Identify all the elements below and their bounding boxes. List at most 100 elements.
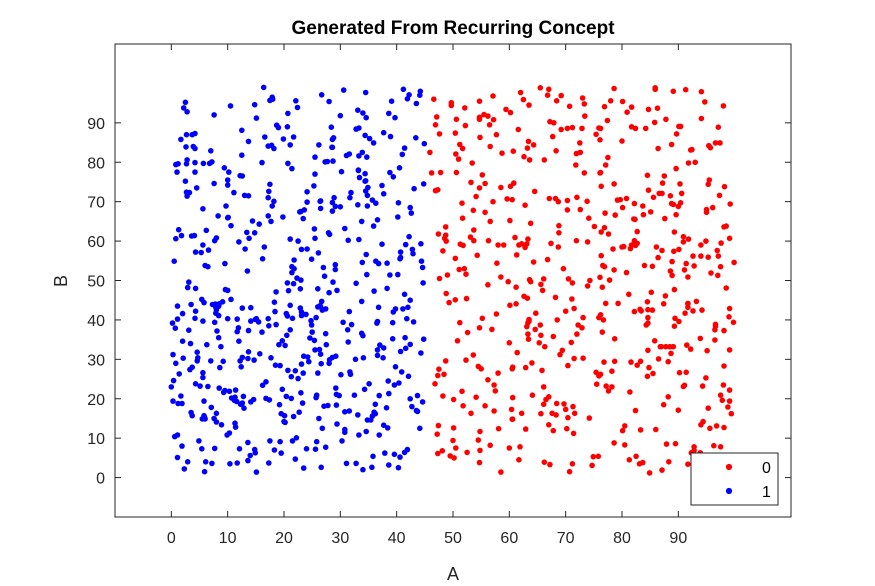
data-point-series-0-442 bbox=[611, 85, 617, 92]
data-point-series-0-321 bbox=[599, 284, 606, 291]
data-point-series-0-220 bbox=[455, 156, 462, 162]
data-point-series-1-0 bbox=[285, 110, 291, 117]
data-point-series-1-318 bbox=[192, 130, 198, 137]
data-point-series-0-222 bbox=[645, 106, 652, 113]
data-point-series-0-176 bbox=[690, 253, 696, 259]
data-point-series-1-89 bbox=[271, 145, 277, 152]
data-point-series-0-253 bbox=[663, 343, 669, 350]
data-point-series-0-372 bbox=[453, 169, 460, 176]
data-point-series-1-439 bbox=[289, 165, 295, 172]
data-point-series-0-100 bbox=[513, 284, 519, 291]
data-point-series-1-280 bbox=[347, 369, 353, 375]
data-point-series-1-228 bbox=[224, 215, 231, 221]
data-point-series-1-448 bbox=[231, 397, 238, 404]
data-point-series-0-19 bbox=[487, 442, 494, 449]
data-point-series-1-507 bbox=[413, 135, 419, 141]
data-point-series-0-282 bbox=[655, 145, 661, 152]
data-point-series-0-134 bbox=[680, 233, 687, 240]
data-point-series-0-456 bbox=[507, 302, 513, 309]
data-point-series-1-67 bbox=[307, 335, 313, 341]
data-point-series-1-305 bbox=[376, 432, 383, 438]
data-point-series-0-441 bbox=[728, 410, 735, 417]
data-point-series-1-47 bbox=[303, 311, 309, 318]
y-tick-label-20: 20 bbox=[87, 392, 105, 409]
data-point-series-0-389 bbox=[631, 216, 637, 222]
data-point-series-1-133 bbox=[228, 296, 234, 303]
data-point-series-0-25 bbox=[720, 103, 727, 109]
data-point-series-1-543 bbox=[363, 251, 370, 258]
data-point-series-0-9 bbox=[510, 148, 517, 154]
data-point-series-1-396 bbox=[181, 466, 188, 472]
data-point-series-1-406 bbox=[282, 342, 288, 349]
data-point-series-1-111 bbox=[356, 236, 362, 243]
y-tick-label-90: 90 bbox=[87, 116, 105, 133]
data-point-series-1-284 bbox=[204, 341, 210, 348]
data-point-series-1-446 bbox=[420, 181, 427, 187]
data-point-series-1-458 bbox=[170, 398, 176, 404]
data-point-series-1-514 bbox=[364, 417, 371, 423]
data-point-series-0-290 bbox=[540, 384, 547, 390]
data-point-series-1-363 bbox=[369, 197, 376, 203]
data-point-series-0-381 bbox=[464, 329, 471, 336]
data-point-series-1-457 bbox=[317, 351, 324, 358]
data-point-series-0-216 bbox=[624, 109, 630, 115]
data-point-series-0-120 bbox=[581, 101, 588, 107]
data-point-series-1-260 bbox=[199, 446, 205, 452]
data-point-series-0-367 bbox=[598, 229, 604, 235]
data-point-series-1-425 bbox=[234, 316, 240, 322]
data-point-series-1-160 bbox=[391, 382, 398, 388]
data-point-series-0-388 bbox=[477, 428, 483, 435]
data-point-series-1-196 bbox=[385, 378, 392, 384]
data-point-series-1-127 bbox=[173, 360, 179, 367]
data-point-series-1-537 bbox=[285, 160, 291, 167]
data-point-series-0-449 bbox=[500, 242, 507, 248]
data-point-series-0-512 bbox=[601, 359, 607, 365]
data-point-series-0-400 bbox=[509, 366, 515, 372]
data-point-series-1-547 bbox=[178, 232, 185, 239]
data-point-series-1-188 bbox=[265, 213, 272, 219]
data-point-series-0-519 bbox=[463, 295, 470, 302]
data-point-series-1-545 bbox=[187, 366, 193, 373]
data-point-series-0-109 bbox=[645, 347, 651, 354]
data-point-series-0-212 bbox=[470, 352, 477, 358]
data-point-series-0-345 bbox=[653, 244, 660, 250]
data-point-series-1-314 bbox=[273, 289, 279, 295]
data-point-series-1-220 bbox=[183, 131, 190, 138]
data-point-series-0-75 bbox=[704, 347, 710, 354]
data-point-series-0-503 bbox=[632, 242, 639, 249]
data-point-series-1-460 bbox=[387, 272, 393, 278]
data-point-series-0-266 bbox=[569, 296, 575, 302]
data-point-series-0-383 bbox=[726, 235, 733, 242]
data-point-series-0-118 bbox=[577, 206, 584, 213]
data-point-series-0-421 bbox=[571, 305, 577, 312]
data-point-series-1-453 bbox=[205, 247, 212, 253]
data-point-series-0-447 bbox=[708, 270, 714, 276]
data-point-series-1-236 bbox=[363, 114, 370, 121]
data-point-series-0-365 bbox=[655, 254, 661, 261]
data-point-series-1-53 bbox=[259, 382, 266, 389]
data-point-series-1-27 bbox=[332, 203, 339, 210]
data-point-series-1-341 bbox=[297, 286, 304, 292]
data-point-series-0-17 bbox=[634, 362, 640, 369]
data-point-series-1-163 bbox=[340, 87, 347, 93]
data-point-series-1-112 bbox=[296, 409, 303, 416]
data-point-series-1-9 bbox=[370, 223, 377, 229]
data-point-series-0-243 bbox=[490, 93, 496, 99]
data-point-series-0-230 bbox=[672, 315, 678, 322]
data-point-series-0-490 bbox=[476, 185, 483, 191]
data-point-series-1-270 bbox=[339, 438, 345, 444]
data-point-series-0-349 bbox=[669, 258, 675, 265]
data-point-series-1-494 bbox=[362, 170, 368, 177]
data-point-series-0-27 bbox=[721, 363, 727, 369]
data-point-series-0-319 bbox=[555, 244, 562, 250]
data-point-series-1-242 bbox=[318, 92, 325, 98]
data-point-series-0-424 bbox=[433, 114, 440, 120]
data-point-series-0-294 bbox=[509, 416, 516, 423]
data-point-series-1-223 bbox=[224, 182, 231, 188]
data-point-series-1-542 bbox=[345, 237, 352, 244]
data-point-series-0-292 bbox=[457, 319, 463, 326]
data-point-series-0-422 bbox=[569, 280, 576, 286]
data-point-series-1-239 bbox=[260, 84, 267, 91]
x-tick-label-0: 0 bbox=[167, 530, 176, 547]
legend[interactable]: 0 1 bbox=[690, 452, 779, 506]
